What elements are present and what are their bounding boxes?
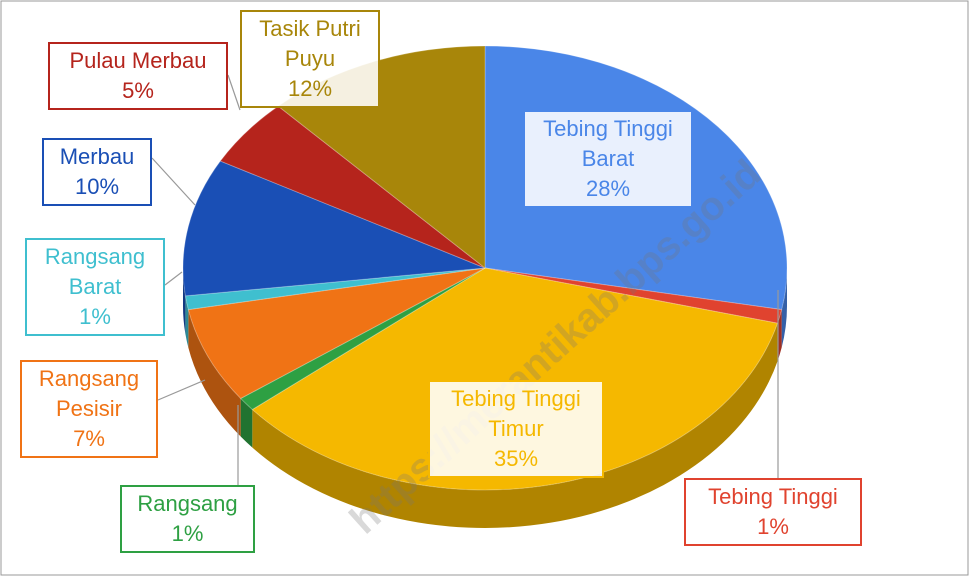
label-text: 10% xyxy=(74,174,120,199)
leader-line xyxy=(164,271,183,286)
slice xyxy=(187,267,486,400)
label-text: 1% xyxy=(171,521,204,546)
label-text: 35% xyxy=(493,446,539,471)
leader-line xyxy=(157,379,206,401)
label-text: Tebing Tinggi Timur xyxy=(451,386,581,441)
slice-side xyxy=(240,398,253,448)
data-label: Merbau 10% xyxy=(42,138,152,206)
label-text: Tasik Putri Puyu xyxy=(259,16,361,71)
slice-side xyxy=(188,309,241,437)
label-text: Tebing Tinggi Barat xyxy=(543,116,673,171)
label-text: Rangsang Barat xyxy=(44,244,146,299)
leader-line xyxy=(151,157,196,206)
label-text: Rangsang Pesisir xyxy=(38,366,140,421)
data-label: Tebing Tinggi 1% xyxy=(684,478,862,546)
leader-line xyxy=(227,74,241,111)
label-text: 5% xyxy=(122,78,154,103)
data-label: Pulau Merbau 5% xyxy=(48,42,228,110)
label-text: 12% xyxy=(287,76,333,101)
slice xyxy=(184,267,486,311)
data-label: Tasik Putri Puyu 12% xyxy=(240,10,380,108)
slice-side xyxy=(185,295,189,348)
data-label: Rangsang Pesisir 7% xyxy=(20,360,158,458)
data-label: Tebing Tinggi Timur 35% xyxy=(428,380,604,478)
label-text: 7% xyxy=(73,426,105,451)
data-label: Rangsang 1% xyxy=(120,485,255,553)
slice xyxy=(251,267,779,491)
label-text: Pulau Merbau xyxy=(69,48,207,73)
label-text: Tebing Tinggi xyxy=(708,484,838,509)
label-text: 28% xyxy=(585,176,631,201)
label-text: Merbau xyxy=(59,144,135,169)
data-label: Rangsang Barat 1% xyxy=(25,238,165,336)
slice xyxy=(239,267,486,411)
slice-side xyxy=(781,268,788,348)
data-label: Tebing Tinggi Barat 28% xyxy=(523,110,693,208)
slice-side xyxy=(183,268,186,334)
label-text: Rangsang xyxy=(137,491,238,516)
label-text: 1% xyxy=(757,514,789,539)
slice xyxy=(182,160,486,297)
label-text: 1% xyxy=(79,304,111,329)
slice-side xyxy=(252,323,778,528)
